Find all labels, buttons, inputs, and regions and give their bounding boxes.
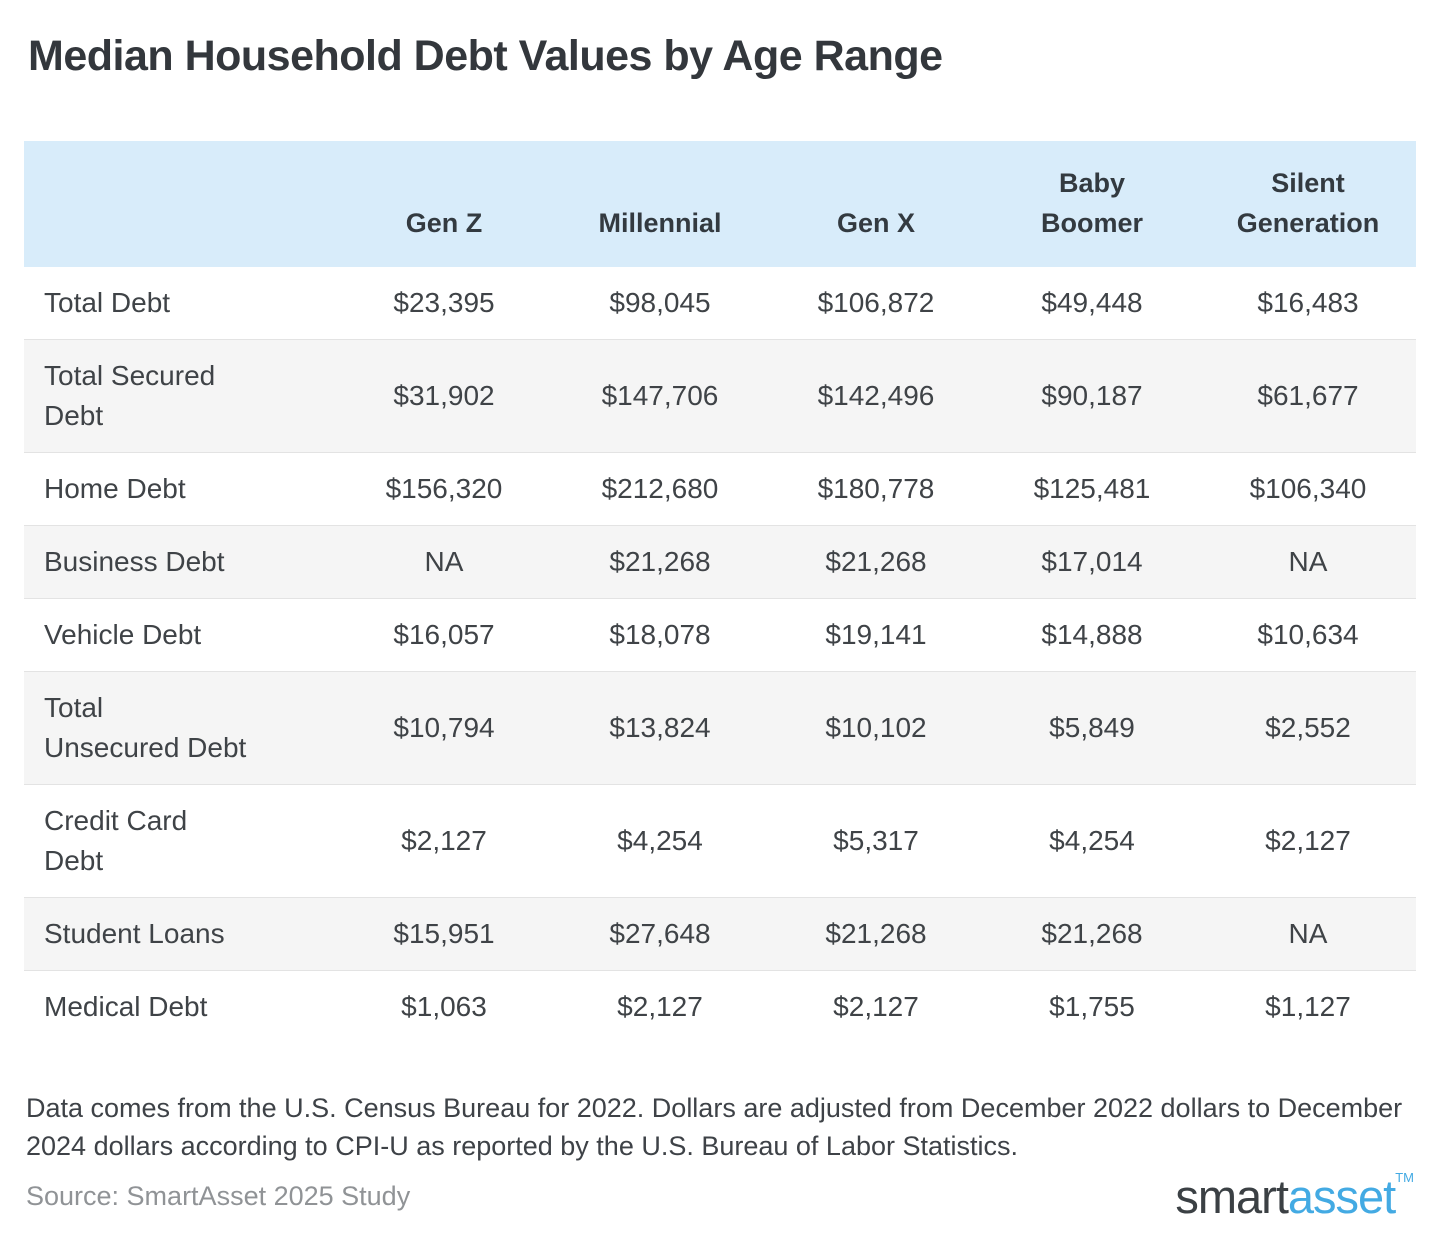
- table-cell: $142,496: [817, 380, 935, 412]
- column-header-empty: [24, 141, 336, 268]
- source-text: Source: SmartAsset 2025 Study: [26, 1181, 411, 1211]
- table-cell: $156,320: [385, 473, 503, 505]
- table-cell: $2,127: [1265, 825, 1351, 857]
- table-cell: $2,552: [1265, 712, 1351, 744]
- row-label: Total Debt: [44, 287, 171, 319]
- table-cell: $31,902: [393, 380, 495, 412]
- row-label: Medical Debt: [44, 991, 208, 1023]
- table-cell: $1,755: [1049, 991, 1135, 1023]
- column-header-baby-boomer: Baby Boomer: [984, 141, 1200, 268]
- column-header-gen-x: Gen X: [768, 141, 984, 268]
- table-cell: $21,268: [609, 546, 711, 578]
- row-label: Student Loans: [44, 918, 225, 950]
- table-cell: NA: [1288, 918, 1328, 950]
- table-cell: $106,340: [1249, 473, 1367, 505]
- table-cell: NA: [424, 546, 464, 578]
- table-row-total-secured-debt: Total Secured Debt $31,902 $147,706 $142…: [24, 339, 1416, 453]
- table-cell: $125,481: [1033, 473, 1151, 505]
- table-cell: $27,648: [609, 918, 711, 950]
- column-header-silent-generation: Silent Generation: [1200, 141, 1416, 268]
- logo-trademark: TM: [1395, 1170, 1414, 1185]
- table-row-student-loans: Student Loans $15,951 $27,648 $21,268 $2…: [24, 897, 1416, 971]
- table-cell: $2,127: [833, 991, 919, 1023]
- table-cell: $98,045: [609, 287, 711, 319]
- table-cell: $16,483: [1257, 287, 1359, 319]
- smartasset-logo: smartassetTM: [1175, 1170, 1414, 1223]
- table-cell: $10,794: [393, 712, 495, 744]
- table-cell: $2,127: [617, 991, 703, 1023]
- row-label: Business Debt: [44, 546, 225, 578]
- row-label: Total Unsecured Debt: [44, 692, 247, 764]
- table-row-total-debt: Total Debt $23,395 $98,045 $106,872 $49,…: [24, 267, 1416, 340]
- table-row-vehicle-debt: Vehicle Debt $16,057 $18,078 $19,141 $14…: [24, 598, 1416, 672]
- table-cell: $49,448: [1041, 287, 1143, 319]
- table-cell: $4,254: [617, 825, 703, 857]
- table-row-total-unsecured-debt: Total Unsecured Debt $10,794 $13,824 $10…: [24, 671, 1416, 785]
- table-cell: $15,951: [393, 918, 495, 950]
- column-header-gen-z: Gen Z: [336, 141, 552, 268]
- table-row-home-debt: Home Debt $156,320 $212,680 $180,778 $12…: [24, 452, 1416, 526]
- table-cell: $10,102: [825, 712, 927, 744]
- table-cell: $21,268: [1041, 918, 1143, 950]
- table-cell: $1,063: [401, 991, 487, 1023]
- table-cell: $147,706: [601, 380, 719, 412]
- table-cell: $14,888: [1041, 619, 1143, 651]
- column-header-millennial: Millennial: [552, 141, 768, 268]
- table-cell: $90,187: [1041, 380, 1143, 412]
- table-cell: $5,317: [833, 825, 919, 857]
- logo-asset-text: asset: [1287, 1170, 1396, 1223]
- table-cell: $21,268: [825, 918, 927, 950]
- table-header-row: Gen Z Millennial Gen X Baby Boomer Silen…: [24, 141, 1416, 268]
- table-cell: $1,127: [1265, 991, 1351, 1023]
- table-row-medical-debt: Medical Debt $1,063 $2,127 $2,127 $1,755…: [24, 970, 1416, 1044]
- page-title: Median Household Debt Values by Age Rang…: [28, 32, 943, 80]
- table-cell: $18,078: [609, 619, 711, 651]
- table-cell: $17,014: [1041, 546, 1143, 578]
- table-cell: $61,677: [1257, 380, 1359, 412]
- table-cell: $2,127: [401, 825, 487, 857]
- table-cell: $4,254: [1049, 825, 1135, 857]
- table-cell: $180,778: [817, 473, 935, 505]
- row-label: Vehicle Debt: [44, 619, 202, 651]
- table-row-business-debt: Business Debt NA $21,268 $21,268 $17,014…: [24, 525, 1416, 599]
- table-row-credit-card-debt: Credit Card Debt $2,127 $4,254 $5,317 $4…: [24, 784, 1416, 898]
- table-cell: $16,057: [393, 619, 495, 651]
- table-cell: $13,824: [609, 712, 711, 744]
- row-label: Home Debt: [44, 473, 186, 505]
- table-cell: $106,872: [817, 287, 935, 319]
- table-cell: $19,141: [825, 619, 927, 651]
- table-cell: $23,395: [393, 287, 495, 319]
- logo-smart-text: smart: [1175, 1170, 1288, 1223]
- debt-table: Gen Z Millennial Gen X Baby Boomer Silen…: [24, 141, 1416, 1043]
- table-cell: $212,680: [601, 473, 719, 505]
- footnote-text: Data comes from the U.S. Census Bureau f…: [26, 1093, 1403, 1162]
- table-cell: $21,268: [825, 546, 927, 578]
- bottom-row: Source: SmartAsset 2025 Study smartasset…: [26, 1170, 1414, 1223]
- table-cell: NA: [1288, 546, 1328, 578]
- row-label: Total Secured Debt: [44, 360, 216, 432]
- table-cell: $5,849: [1049, 712, 1135, 744]
- row-label: Credit Card Debt: [44, 805, 188, 877]
- table-cell: $10,634: [1257, 619, 1359, 651]
